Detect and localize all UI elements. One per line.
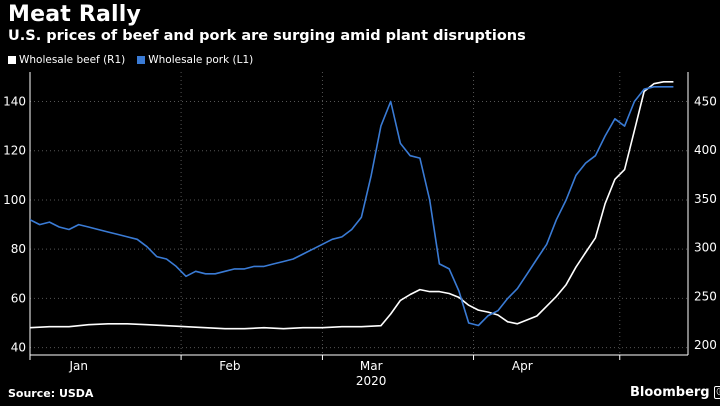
y-right-tick-label: 200: [694, 338, 717, 352]
y-right-tick-label: 250: [694, 289, 717, 303]
legend-item-beef: Wholesale beef (R1): [8, 54, 125, 66]
y-right-tick-label: 350: [694, 192, 717, 206]
x-tick-label: Jan: [68, 359, 88, 373]
y-left-tick-label: 120: [3, 144, 26, 158]
y-left-tick-label: 60: [11, 291, 26, 305]
series-line-beef: [30, 81, 674, 330]
legend-label-pork: Wholesale pork (L1): [148, 54, 254, 66]
source-note: Source: USDA: [8, 387, 94, 400]
legend-label-beef: Wholesale beef (R1): [19, 54, 126, 66]
y-left-tick-label: 40: [11, 341, 26, 355]
chart-subtitle: U.S. prices of beef and pork are surging…: [8, 28, 526, 44]
y-left-tick-label: 100: [3, 193, 26, 207]
legend-swatch-pork: [137, 56, 146, 64]
legend: Wholesale beef (R1) Wholesale pork (L1): [8, 54, 259, 66]
brand-logo: Bloomberg ⓘ: [630, 385, 720, 400]
y-right-tick-label: 300: [694, 241, 717, 255]
y-left-tick-label: 80: [11, 242, 26, 256]
x-group-label: 2020: [356, 374, 387, 388]
legend-item-pork: Wholesale pork (L1): [137, 54, 253, 66]
x-tick-label: Mar: [360, 359, 383, 373]
legend-swatch-beef: [8, 56, 16, 64]
y-right-tick-label: 400: [694, 143, 717, 157]
info-icon: ⓘ: [713, 386, 720, 399]
x-tick-label: Apr: [512, 359, 533, 373]
y-left-tick-label: 140: [3, 95, 26, 109]
x-tick-label: Feb: [219, 359, 240, 373]
series-line-pork: [30, 86, 674, 327]
brand-name: Bloomberg: [630, 385, 710, 400]
y-right-tick-label: 450: [694, 94, 717, 108]
chart-title: Meat Rally: [8, 2, 142, 27]
